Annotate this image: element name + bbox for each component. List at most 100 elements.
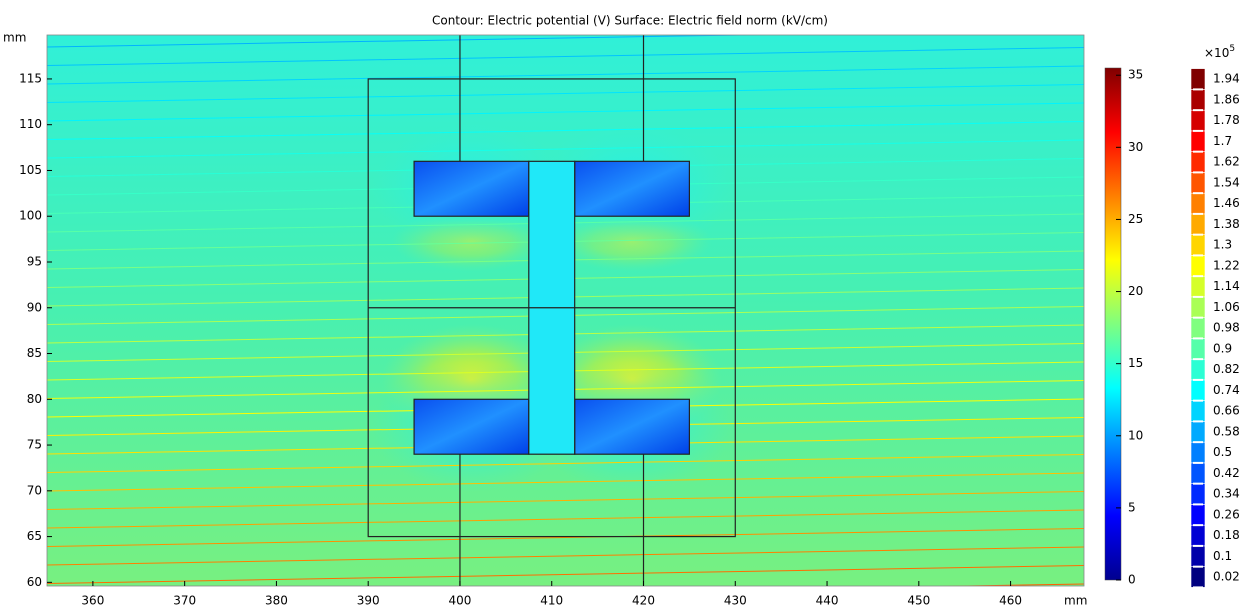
colorbar-tick-label: 30 [1128,140,1143,154]
colorbar-tick-label: 15 [1128,356,1143,370]
colorbar-tick-label: 5 [1128,500,1136,514]
legend-label: 1.7 [1213,134,1232,148]
colorbar-tick-label: 10 [1128,428,1143,442]
legend-swatch [1190,566,1206,588]
legend-label: 0.1 [1213,549,1232,563]
legend-label: 1.22 [1213,258,1240,272]
y-tick-label: 90 [27,300,42,314]
legend-swatch [1190,192,1206,215]
y-tick-label: 65 [27,529,42,543]
legend-swatch [1190,462,1206,484]
y-tick-label: 95 [27,254,42,268]
colorbar [1104,67,1122,581]
x-tick-label: 430 [724,594,747,608]
contour-line [47,35,742,48]
legend-label: 0.42 [1213,466,1240,480]
legend-label: 1.78 [1213,113,1240,127]
y-tick-label: 110 [19,117,42,131]
legend-label: 1.3 [1213,238,1232,252]
legend-swatch [1190,338,1206,360]
legend-label: 0.98 [1213,321,1240,335]
legend-label: 1.54 [1213,175,1240,189]
legend-swatch [1190,89,1206,111]
contour-line [47,509,1084,529]
contour-line [47,472,1084,492]
legend-swatch [1190,234,1206,256]
legend-label: 1.14 [1213,279,1240,293]
legend-label: 1.86 [1213,92,1240,106]
x-tick-label: 370 [173,594,196,608]
y-axis-label: mm [3,31,26,45]
y-tick-label: 100 [19,209,42,223]
plot-frame [46,34,1085,587]
legend-swatch [1190,441,1206,464]
legend-swatch [1190,109,1206,132]
contour-line [47,139,1084,159]
contour-line [47,546,1084,566]
legend-label: 0.74 [1213,383,1240,397]
legend-swatch [1190,504,1206,526]
x-tick-label: 390 [357,594,380,608]
y-tick-label: 115 [19,71,42,85]
multiplier: ×10 [1204,46,1229,60]
exponent: 5 [1229,44,1235,54]
x-axis-label: mm [1064,594,1087,608]
contour-line [47,491,1084,510]
legend-swatch [1190,545,1206,567]
contour-line [47,102,1084,122]
y-tick-label: 105 [19,163,42,177]
contour-line [47,454,1084,473]
legend-swatch [1190,379,1206,401]
geometry-rect [413,398,530,455]
legend-swatch [1190,400,1206,422]
legend-label: 0.82 [1213,362,1240,376]
legend-swatch [1190,483,1206,505]
legend-label: 0.9 [1213,341,1232,355]
y-tick-label: 80 [27,392,42,406]
x-tick-label: 400 [449,594,472,608]
legend-label: 1.06 [1213,300,1240,314]
colorbar-tick-label: 0 [1128,573,1136,587]
y-tick-label: 60 [27,575,42,589]
legend-label: 0.66 [1213,404,1240,418]
geometry-rect [413,160,530,217]
legend-multiplier: ×105 [1204,44,1235,60]
colorbar-tick-label: 25 [1128,212,1143,226]
plot-area [47,35,1084,586]
geometry-rect [574,160,690,217]
chart-title: Contour: Electric potential (V) Surface:… [432,14,828,28]
legend-swatch [1190,421,1206,443]
legend-label: 1.62 [1213,155,1240,169]
y-tick-label: 70 [27,483,42,497]
legend-label: 0.26 [1213,507,1240,521]
x-tick-label: 460 [999,594,1022,608]
legend-label: 1.46 [1213,196,1240,210]
legend-swatch [1190,255,1206,277]
legend-swatch [1190,68,1206,90]
x-tick-label: 450 [907,594,930,608]
legend-swatch [1190,275,1206,298]
y-tick-label: 75 [27,438,42,452]
contour-line [47,65,1084,85]
legend-label: 1.38 [1213,217,1240,231]
contour-line [47,47,1084,66]
contour-line [47,565,1084,584]
legend-swatch [1190,296,1206,318]
x-tick-label: 440 [816,594,839,608]
legend-swatch [1190,317,1206,339]
x-tick-label: 420 [632,594,655,608]
contour-line [47,121,1084,140]
geometry-rect [574,398,690,455]
legend-label: 0.18 [1213,528,1240,542]
contour-line [47,84,1084,103]
legend-swatch [1190,172,1206,194]
legend-label: 0.34 [1213,487,1240,501]
legend-swatch [1190,213,1206,235]
legend-label: 0.02 [1213,570,1240,584]
legend-swatch [1190,151,1206,173]
legend-swatch [1190,524,1206,547]
legend-label: 1.94 [1213,72,1240,86]
colorbar-tick-label: 20 [1128,284,1143,298]
x-tick-label: 410 [540,594,563,608]
